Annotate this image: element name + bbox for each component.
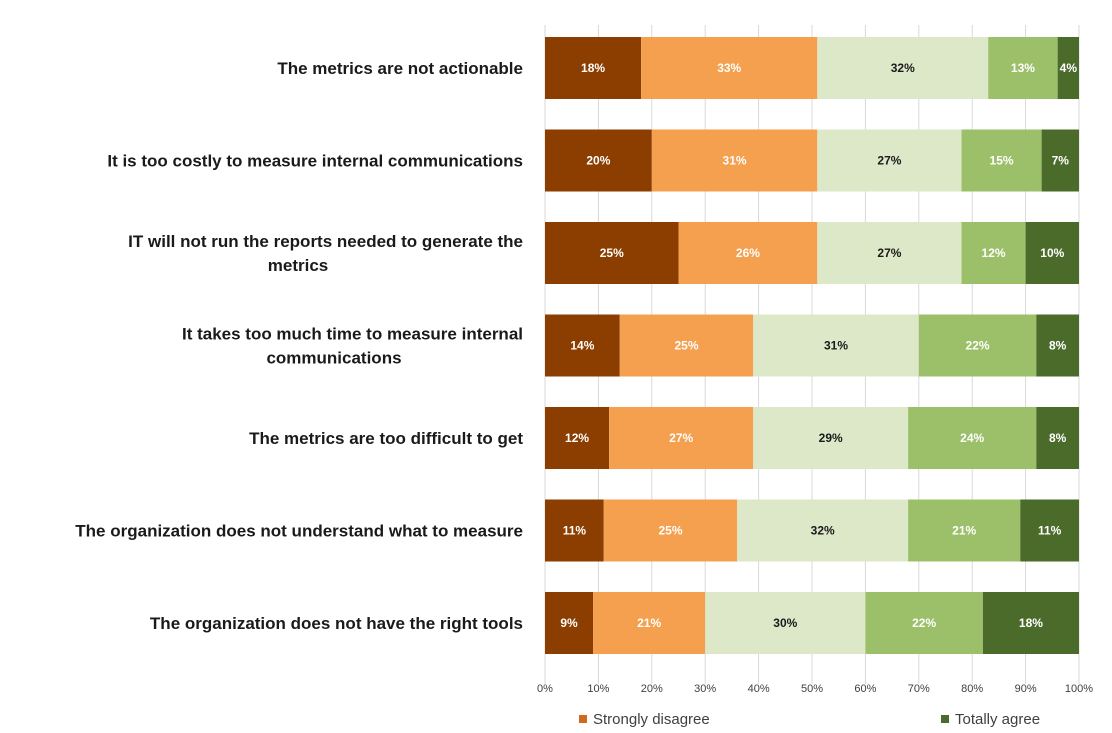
- bar-segment: [961, 129, 1042, 192]
- bar-segment: [545, 37, 642, 99]
- bar-segment: [705, 592, 866, 654]
- x-tick-label: 100%: [1065, 683, 1093, 695]
- bar-segment: [603, 499, 738, 562]
- category-label: The metrics are too difficult to get: [249, 429, 523, 448]
- data-label: 22%: [912, 616, 936, 630]
- bar-segment: [817, 129, 962, 192]
- bar-segment: [918, 314, 1037, 377]
- bar-segment: [545, 592, 594, 654]
- category-label: The organization does not have the right…: [150, 614, 523, 633]
- x-tick-label: 40%: [748, 683, 770, 695]
- data-label: 21%: [637, 616, 661, 630]
- x-tick-label: 50%: [801, 683, 823, 695]
- data-label: 29%: [819, 431, 843, 445]
- bar-segment: [545, 129, 652, 192]
- bar-segment: [609, 407, 754, 469]
- bar-segment: [961, 222, 1026, 284]
- legend-swatch: [579, 715, 587, 723]
- data-label: 30%: [773, 616, 797, 630]
- data-label: 18%: [581, 61, 605, 75]
- bar-segment: [988, 37, 1058, 99]
- legend: Strongly disagree Totally agree: [579, 711, 1040, 728]
- data-label: 21%: [952, 524, 976, 538]
- bar-segment: [545, 314, 620, 377]
- data-label: 9%: [560, 616, 578, 630]
- data-label: 33%: [717, 61, 741, 75]
- bar-segment: [982, 592, 1079, 654]
- data-label: 10%: [1040, 246, 1064, 260]
- data-label: 31%: [723, 154, 747, 168]
- data-label: 7%: [1052, 154, 1070, 168]
- x-axis-tick-labels: 0% 10% 20% 30% 40% 50% 60% 70% 80% 90% 100%: [537, 683, 1093, 695]
- data-label: 22%: [966, 339, 990, 353]
- data-label: 15%: [990, 154, 1014, 168]
- bar-segment: [908, 499, 1021, 562]
- legend-label: Totally agree: [955, 711, 1040, 728]
- data-label: 18%: [1019, 616, 1043, 630]
- data-label: 11%: [563, 524, 587, 538]
- category-label: It is too costly to measure internal com…: [107, 152, 523, 171]
- data-label: 26%: [736, 246, 760, 260]
- bar-segment: [908, 407, 1037, 469]
- bar-segment: [1025, 222, 1079, 284]
- bar-segment: [619, 314, 754, 377]
- bar-segment: [737, 499, 909, 562]
- data-label: 25%: [600, 246, 624, 260]
- data-label: 24%: [960, 431, 984, 445]
- data-label: 32%: [891, 61, 915, 75]
- data-label: 12%: [565, 431, 589, 445]
- data-label: 27%: [877, 154, 901, 168]
- x-tick-label: 10%: [587, 683, 609, 695]
- data-label: 13%: [1011, 61, 1035, 75]
- data-label: 32%: [811, 524, 835, 538]
- data-label: 27%: [877, 246, 901, 260]
- data-label: 27%: [669, 431, 693, 445]
- bar-segment: [1036, 314, 1079, 377]
- data-label: 31%: [824, 339, 848, 353]
- legend-label: Strongly disagree: [593, 711, 710, 728]
- category-label: IT will not run the reports needed to ge…: [128, 232, 523, 251]
- x-tick-label: 0%: [537, 683, 553, 695]
- bar-segment: [593, 592, 706, 654]
- x-tick-label: 90%: [1015, 683, 1037, 695]
- bar-segment: [817, 37, 989, 99]
- data-label: 11%: [1038, 524, 1062, 538]
- bar-segment: [1020, 499, 1079, 562]
- bar-segment: [545, 222, 679, 284]
- bar-segment: [651, 129, 818, 192]
- category-label: metrics: [268, 256, 328, 275]
- bar-segment: [545, 407, 610, 469]
- bar-segment: [678, 222, 818, 284]
- category-label: The metrics are not actionable: [277, 59, 523, 78]
- x-tick-label: 60%: [854, 683, 876, 695]
- x-tick-label: 70%: [908, 683, 930, 695]
- x-tick-label: 30%: [694, 683, 716, 695]
- data-label: 14%: [570, 339, 594, 353]
- legend-swatch: [941, 715, 949, 723]
- category-label: The organization does not understand wha…: [75, 522, 523, 541]
- bar-segment: [641, 37, 818, 99]
- bar-segment: [1041, 129, 1079, 192]
- category-label: communications: [266, 349, 401, 368]
- data-label: 20%: [586, 154, 610, 168]
- bar-segment: [1057, 37, 1079, 99]
- bar-segment: [753, 407, 909, 469]
- bar-segment: [817, 222, 962, 284]
- data-label: 12%: [982, 246, 1006, 260]
- data-label: 25%: [674, 339, 698, 353]
- category-labels: The metrics are not actionable It is too …: [75, 59, 523, 633]
- x-tick-label: 20%: [641, 683, 663, 695]
- bar-segment: [545, 499, 604, 562]
- category-label: It takes too much time to measure intern…: [182, 325, 523, 344]
- data-label: 25%: [658, 524, 682, 538]
- data-label: 4%: [1060, 61, 1078, 75]
- data-label: 8%: [1049, 431, 1067, 445]
- data-label: 8%: [1049, 339, 1067, 353]
- bar-segment: [1036, 407, 1079, 469]
- bar-segment: [865, 592, 983, 654]
- x-tick-label: 80%: [961, 683, 983, 695]
- bar-segment: [753, 314, 919, 377]
- bars: 18% 33% 32% 13% 4% 20% 31% 27% 15% 7% 25% 26% 27% 12%…: [545, 37, 1079, 654]
